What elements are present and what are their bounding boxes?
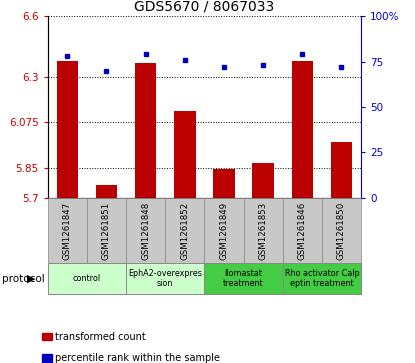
Bar: [213, 168, 235, 198]
Bar: [244, 198, 283, 263]
Bar: [48, 198, 87, 263]
Bar: [126, 263, 205, 294]
Bar: [87, 198, 126, 263]
Bar: [205, 198, 244, 263]
Title: GDS5670 / 8067033: GDS5670 / 8067033: [134, 0, 274, 14]
Text: GSM1261853: GSM1261853: [259, 201, 268, 260]
Bar: [322, 198, 361, 263]
Text: EphA2-overexpres
sion: EphA2-overexpres sion: [128, 269, 202, 288]
Bar: [252, 163, 274, 198]
Text: GSM1261852: GSM1261852: [180, 201, 189, 260]
Text: GSM1261847: GSM1261847: [63, 201, 72, 260]
Text: control: control: [73, 274, 101, 283]
Text: transformed count: transformed count: [55, 331, 146, 342]
Bar: [56, 61, 78, 198]
Bar: [126, 198, 165, 263]
Text: protocol: protocol: [2, 274, 45, 284]
Bar: [174, 111, 195, 198]
Bar: [135, 63, 156, 198]
Text: GSM1261846: GSM1261846: [298, 201, 307, 260]
Text: GSM1261850: GSM1261850: [337, 201, 346, 260]
Text: GSM1261851: GSM1261851: [102, 201, 111, 260]
Text: GSM1261848: GSM1261848: [141, 201, 150, 260]
Bar: [96, 185, 117, 198]
Bar: [205, 263, 283, 294]
Bar: [48, 263, 126, 294]
Text: percentile rank within the sample: percentile rank within the sample: [55, 353, 220, 363]
Bar: [331, 142, 352, 198]
Text: Rho activator Calp
eptin treatment: Rho activator Calp eptin treatment: [285, 269, 359, 288]
Text: GSM1261849: GSM1261849: [220, 201, 229, 260]
Bar: [283, 263, 361, 294]
Text: Ilomastat
treatment: Ilomastat treatment: [223, 269, 264, 288]
Text: ▶: ▶: [27, 274, 35, 284]
Bar: [283, 198, 322, 263]
Bar: [165, 198, 204, 263]
Bar: [291, 61, 313, 198]
